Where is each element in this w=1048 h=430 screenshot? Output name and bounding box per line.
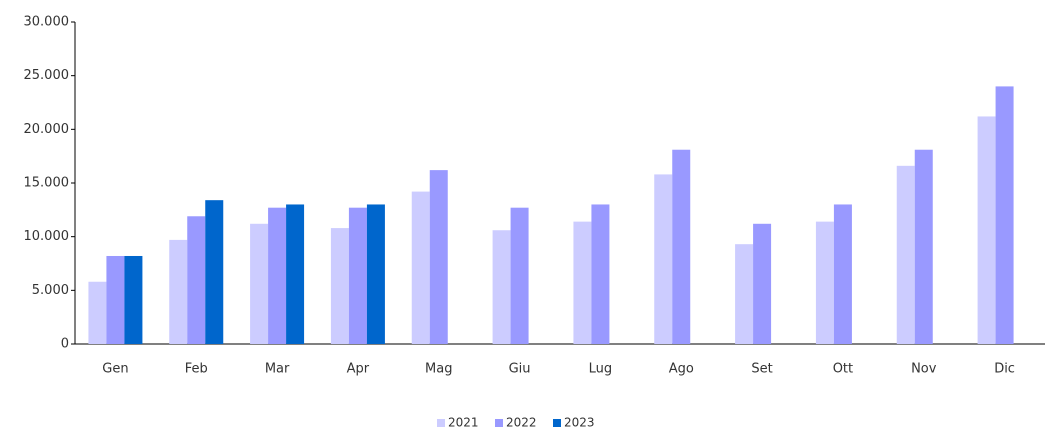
x-tick-label: Set [751, 362, 772, 377]
x-tick-label: Ago [669, 362, 694, 377]
y-tick-label: 0 [61, 337, 69, 352]
bar [654, 174, 673, 344]
bar [492, 230, 511, 344]
bar [735, 244, 754, 344]
y-tick-label: 30.000 [24, 15, 70, 30]
bar [106, 255, 125, 344]
bar [411, 191, 430, 344]
bar [348, 207, 367, 344]
x-tick-label: Mag [425, 362, 452, 377]
bar [896, 165, 915, 344]
y-tick-label: 20.000 [24, 122, 70, 137]
x-tick-label: Feb [185, 362, 208, 377]
bar [833, 204, 852, 344]
legend-swatch [553, 419, 561, 427]
legend-label: 2022 [506, 416, 537, 430]
bar [573, 221, 592, 344]
bar [88, 281, 107, 344]
y-tick-label: 25.000 [24, 68, 70, 83]
x-tick-label: Nov [911, 362, 937, 377]
x-tick-label: Ott [833, 362, 853, 377]
legend-label: 2021 [448, 416, 479, 430]
y-tick-label: 15.000 [24, 176, 70, 191]
bar [815, 221, 834, 344]
x-tick-label: Mar [265, 362, 290, 377]
bar [205, 200, 224, 344]
bar [169, 239, 188, 344]
bar [995, 86, 1014, 345]
bar [187, 216, 206, 344]
bar [286, 204, 305, 344]
y-tick-label: 10.000 [24, 229, 70, 244]
bar [914, 149, 933, 344]
bar [753, 223, 772, 344]
bar [672, 149, 691, 344]
bar [124, 255, 143, 344]
bar [510, 207, 529, 344]
bar [429, 170, 448, 344]
bar [366, 204, 385, 344]
legend-swatch [495, 419, 503, 427]
bar [977, 116, 996, 344]
x-tick-label: Dic [994, 362, 1015, 377]
legend-swatch [437, 419, 445, 427]
bar [591, 204, 610, 344]
x-tick-label: Gen [102, 362, 128, 377]
bar [330, 228, 349, 344]
x-tick-label: Lug [589, 362, 613, 377]
bar [268, 207, 287, 344]
bar [250, 223, 269, 344]
x-tick-label: Giu [509, 362, 531, 377]
y-tick-label: 5.000 [32, 283, 69, 298]
x-tick-label: Apr [347, 362, 370, 377]
legend-label: 2023 [564, 416, 595, 430]
